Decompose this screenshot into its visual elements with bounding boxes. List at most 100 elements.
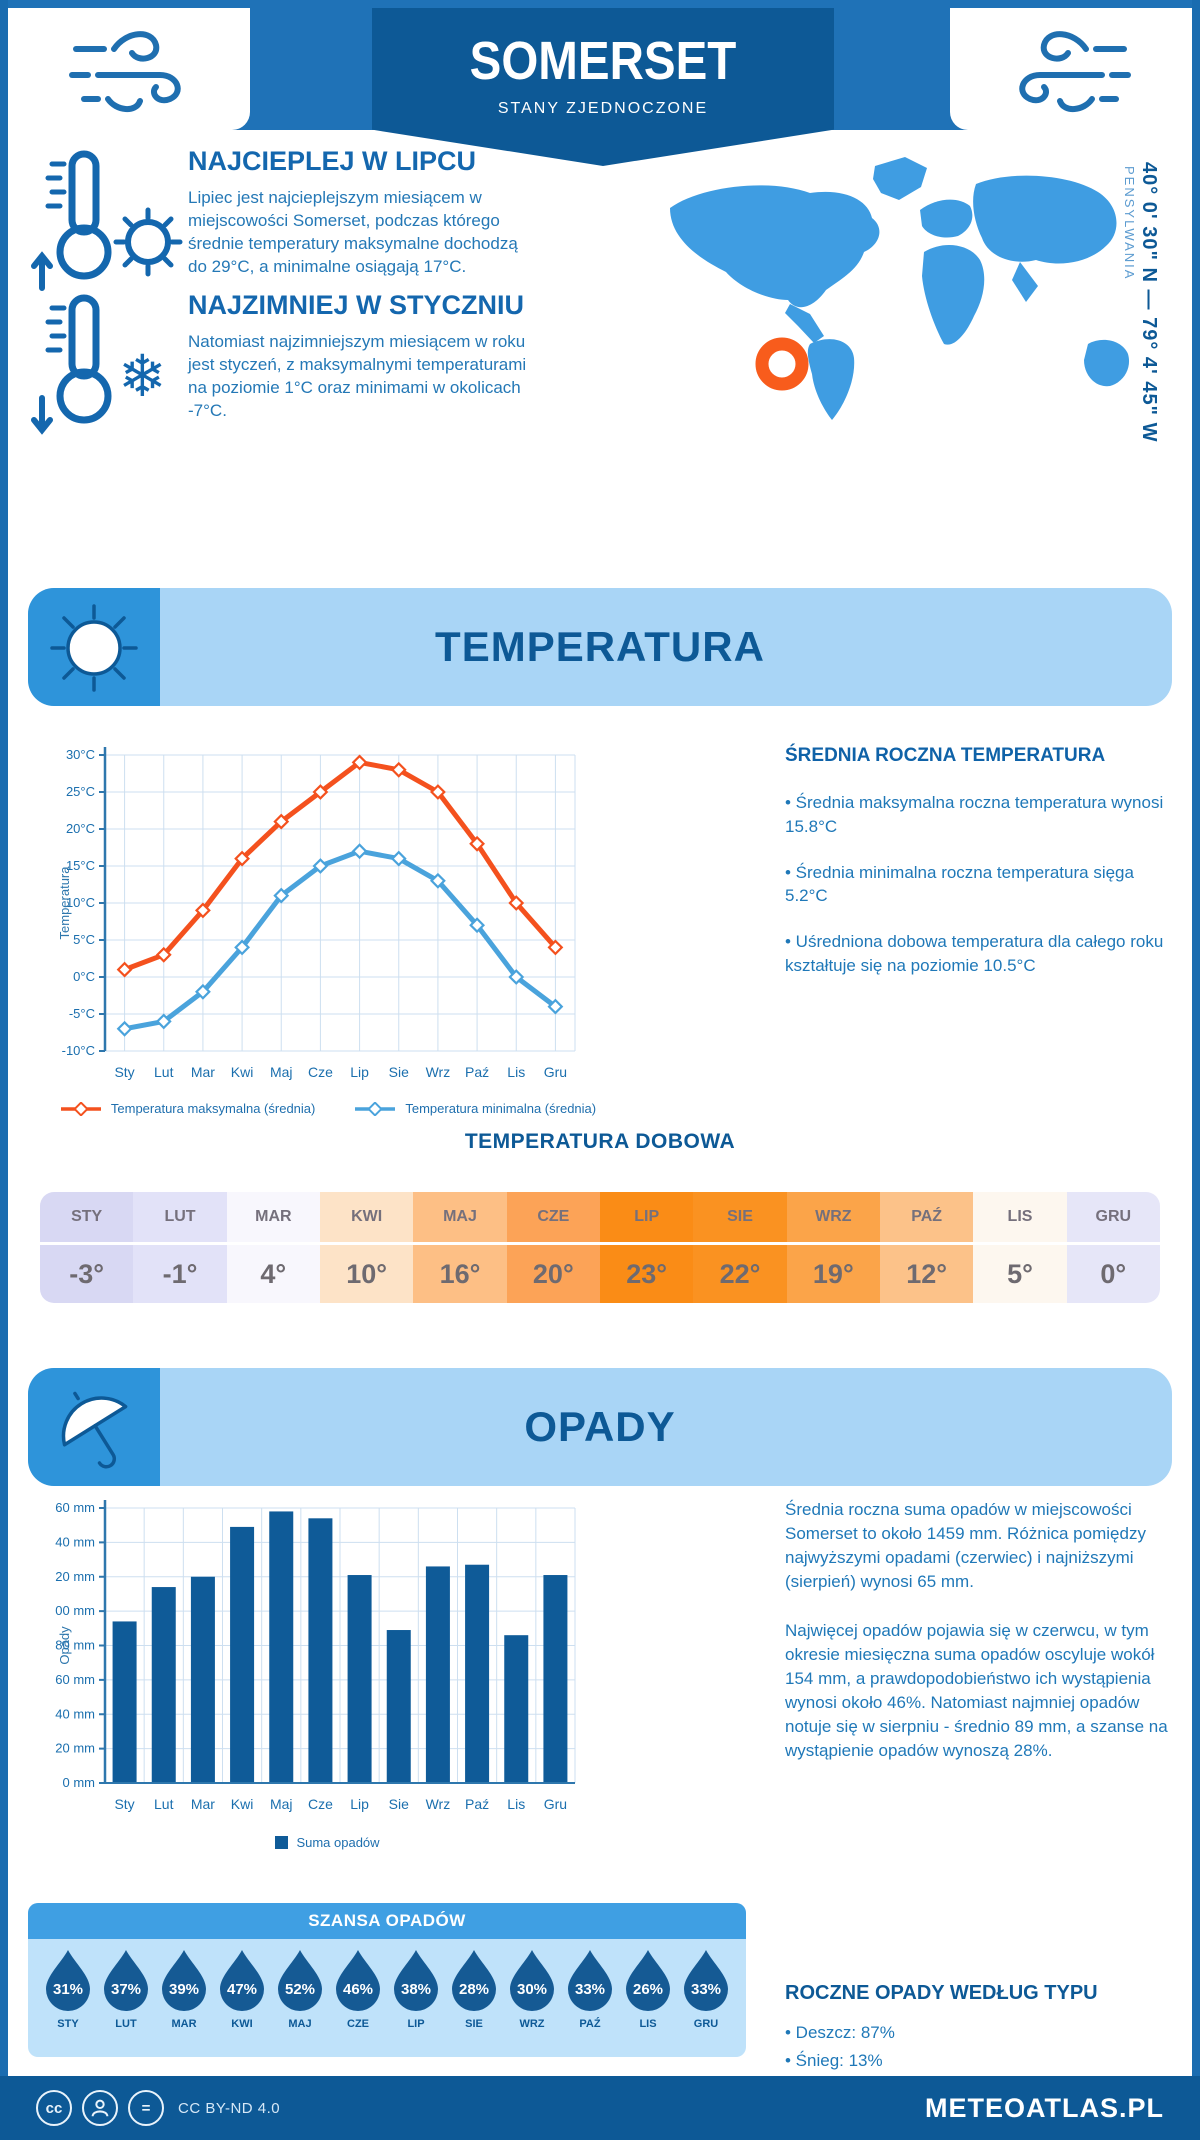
brand-logo: METEOATLAS.PL	[925, 2092, 1164, 2123]
svg-text:40 mm: 40 mm	[55, 1706, 95, 1721]
svg-text:Cze: Cze	[308, 1064, 333, 1080]
coldest-body: Natomiast najzimniejszym miesiącem w rok…	[188, 332, 527, 420]
table-month-header: SIE	[693, 1192, 787, 1242]
title-banner: SOMERSET STANY ZJEDNOCZONE	[372, 8, 834, 166]
precipitation-chance-panel: SZANSA OPADÓW 31% STY 37% LUT 39% MAR	[28, 1903, 746, 2057]
precipitation-banner: OPADY	[28, 1368, 1172, 1486]
table-month-header: WRZ	[786, 1192, 880, 1242]
coldest-heading: NAJZIMNIEJ W STYCZNIU	[188, 290, 525, 320]
table-month-value: -3°	[40, 1245, 134, 1303]
droplet-month-label: GRU	[693, 2018, 719, 2030]
droplet-month-label: SIE	[465, 2018, 483, 2030]
legend-item: Temperatura maksymalna (średnia)	[59, 1101, 315, 1116]
table-month-header: LIP	[600, 1192, 694, 1242]
table-month-value: 5°	[973, 1245, 1067, 1303]
svg-text:Sie: Sie	[389, 1796, 409, 1812]
table-month-value: 23°	[600, 1245, 694, 1303]
svg-text:Paź: Paź	[465, 1796, 489, 1812]
attribution-person-icon	[82, 2090, 118, 2126]
by-type-bullet: • Śnieg: 13%	[785, 2051, 883, 2071]
precip-droplet: 37% LUT	[100, 1947, 152, 2030]
svg-text:52%: 52%	[285, 1981, 315, 1998]
droplet-month-label: LIP	[407, 2018, 425, 2030]
droplet-month-label: MAJ	[288, 2018, 312, 2030]
droplet-icon: 33%	[568, 1950, 612, 2011]
droplet-icon: 52%	[278, 1950, 322, 2011]
droplet-icon: 30%	[510, 1950, 554, 2011]
table-month-value: 12°	[880, 1245, 974, 1303]
daily-temperature-heading: TEMPERATURA DOBOWA	[464, 1130, 736, 1153]
svg-text:0 mm: 0 mm	[63, 1775, 96, 1790]
table-month-header: PAŹ	[880, 1192, 974, 1242]
table-month-header: GRU	[1066, 1192, 1160, 1242]
wind-box-right	[950, 8, 1192, 130]
svg-text:140 mm: 140 mm	[55, 1534, 95, 1549]
svg-text:Kwi: Kwi	[231, 1064, 254, 1080]
page-subtitle: STANY ZJEDNOCZONE	[497, 100, 709, 117]
svg-text:Gru: Gru	[544, 1064, 567, 1080]
svg-text:Wrz: Wrz	[426, 1796, 451, 1812]
svg-text:Lis: Lis	[507, 1796, 525, 1812]
cold-text-block: NAJZIMNIEJ W STYCZNIU Natomiast najzimni…	[188, 290, 528, 445]
temperature-line-chart: 30°C 25°C 20°C 15°C 10°C 5°C 0°C -5°C -10°C Sty Lu…	[55, 722, 600, 1116]
right-border	[1192, 0, 1200, 2140]
precipitation-text-box: Średnia roczna suma opadów w miejscowośc…	[785, 1498, 1177, 1787]
svg-text:Sty: Sty	[114, 1796, 134, 1812]
droplet-icon: 31%	[46, 1950, 90, 2011]
svg-text:Lip: Lip	[350, 1796, 369, 1812]
svg-text:Opady: Opady	[57, 1626, 72, 1665]
table-month-header: LUT	[133, 1192, 227, 1242]
umbrella-icon	[28, 1368, 160, 1486]
table-month-value: 10°	[320, 1245, 414, 1303]
svg-text:33%: 33%	[575, 1981, 605, 1998]
table-month-header: CZE	[506, 1192, 600, 1242]
precip-droplet: 33% GRU	[680, 1947, 732, 2030]
daily-temperature-table: STY LUT MAR KWI MAJ CZE LIP SIE WRZ PAŹ LIS GRU -3° -…	[40, 1192, 1160, 1303]
droplet-icon: 37%	[104, 1950, 148, 2011]
svg-text:100 mm: 100 mm	[55, 1603, 95, 1618]
temperature-banner: TEMPERATURA	[28, 588, 1172, 706]
svg-text:30°C: 30°C	[66, 747, 95, 762]
line-chart-legend: Temperatura maksymalna (średnia) Temperat…	[55, 1101, 600, 1116]
svg-text:Maj: Maj	[270, 1064, 293, 1080]
thermometer-down-icon	[31, 294, 112, 435]
svg-text:46%: 46%	[343, 1981, 373, 1998]
by-type-bullet: • Deszcz: 87%	[785, 2023, 895, 2042]
annual-bullet: • Średnia maksymalna roczna temperatura …	[785, 793, 1164, 836]
svg-text:31%: 31%	[53, 1981, 83, 1998]
precip-droplet: 26% LIS	[622, 1947, 674, 2030]
precipitation-chance-heading: SZANSA OPADÓW	[28, 1903, 746, 1939]
legend-item: Suma opadów	[275, 1835, 380, 1850]
svg-text:160 mm: 160 mm	[55, 1500, 95, 1515]
table-month-value: 19°	[786, 1245, 880, 1303]
warmest-heading: NAJCIEPLEJ W LIPCU	[188, 146, 477, 176]
table-month-header: LIS	[973, 1192, 1067, 1242]
svg-text:Lut: Lut	[154, 1064, 174, 1080]
precip-droplet: 38% LIP	[390, 1947, 442, 2030]
droplet-icon: 39%	[162, 1950, 206, 2011]
svg-text:5°C: 5°C	[73, 932, 95, 947]
droplet-month-label: WRZ	[519, 2018, 545, 2030]
cold-icons: ❄	[30, 290, 188, 445]
svg-text:80 mm: 80 mm	[55, 1638, 95, 1653]
svg-text:-5°C: -5°C	[69, 1006, 95, 1021]
world-map	[640, 148, 1150, 433]
license-label: CC BY-ND 4.0	[178, 2099, 281, 2117]
svg-text:Sie: Sie	[389, 1064, 409, 1080]
droplet-month-label: MAR	[171, 2018, 197, 2030]
droplet-icon: 38%	[394, 1950, 438, 2011]
footer: cc = CC BY-ND 4.0 METEOATLAS.PL	[0, 2076, 1200, 2140]
svg-text:28%: 28%	[459, 1981, 489, 1998]
precip-droplet: 30% WRZ	[506, 1947, 558, 2030]
droplet-month-label: CZE	[347, 2018, 369, 2030]
no-derivatives-icon: =	[128, 2090, 164, 2126]
svg-text:39%: 39%	[169, 1981, 199, 1998]
svg-text:Sty: Sty	[114, 1064, 134, 1080]
coldest-section: ❄ NAJZIMNIEJ W STYCZNIU Natomiast najzim…	[30, 290, 590, 445]
wind-box-left	[8, 8, 250, 130]
bar-chart-legend: Suma opadów	[55, 1835, 600, 1850]
table-month-value: 4°	[226, 1245, 320, 1303]
svg-text:47%: 47%	[227, 1981, 257, 1998]
svg-text:Gru: Gru	[544, 1796, 567, 1812]
